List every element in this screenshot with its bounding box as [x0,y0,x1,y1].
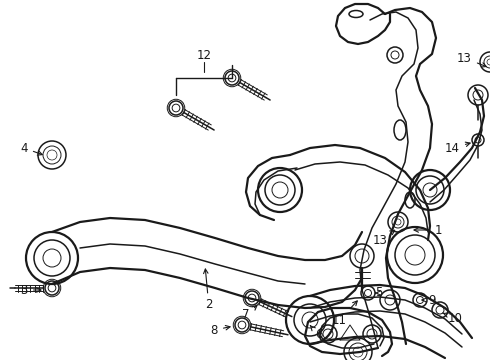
Text: 14: 14 [445,141,470,154]
Text: 13: 13 [373,230,394,247]
Text: 3: 3 [21,284,41,297]
Text: 5: 5 [375,287,382,300]
Text: 12: 12 [196,49,212,62]
Text: 13: 13 [457,51,486,67]
Text: 6: 6 [310,325,322,342]
Text: 10: 10 [442,311,463,324]
Text: 1: 1 [414,224,442,237]
Text: 8: 8 [211,324,230,337]
Text: 2: 2 [203,269,213,311]
Text: 7: 7 [242,306,257,321]
Text: 9: 9 [422,293,436,306]
Text: 11: 11 [332,301,357,327]
Text: 4: 4 [21,141,42,155]
